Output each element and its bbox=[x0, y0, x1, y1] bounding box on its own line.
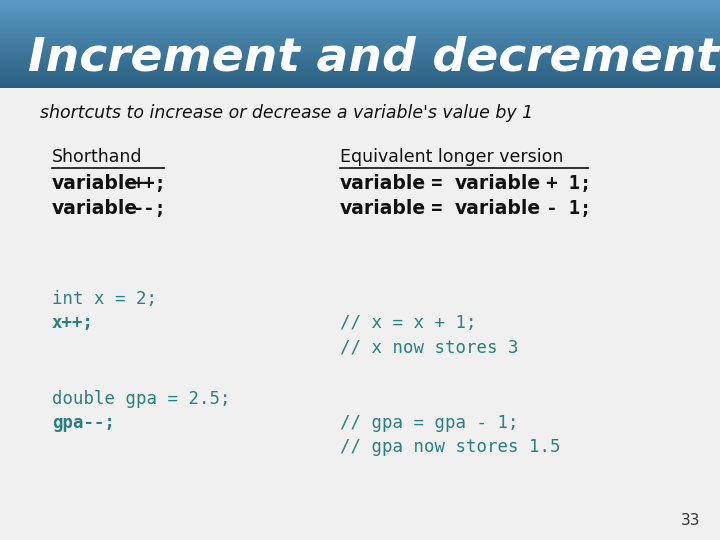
Text: =: = bbox=[420, 174, 454, 193]
Text: variable: variable bbox=[52, 199, 138, 218]
Text: variable: variable bbox=[455, 174, 541, 193]
Text: gpa--;: gpa--; bbox=[52, 414, 115, 432]
Text: x++;: x++; bbox=[52, 314, 94, 332]
Text: // gpa = gpa - 1;: // gpa = gpa - 1; bbox=[340, 414, 518, 432]
Text: variable: variable bbox=[455, 199, 541, 218]
Bar bbox=[0, 88, 720, 540]
Text: --;: --; bbox=[132, 199, 166, 218]
Text: int x = 2;: int x = 2; bbox=[52, 290, 157, 308]
Text: + 1;: + 1; bbox=[535, 174, 591, 193]
Text: Shorthand: Shorthand bbox=[52, 148, 143, 166]
Text: - 1;: - 1; bbox=[535, 199, 591, 218]
Text: variable: variable bbox=[340, 174, 426, 193]
Text: double gpa = 2.5;: double gpa = 2.5; bbox=[52, 390, 230, 408]
Text: ++;: ++; bbox=[132, 174, 166, 193]
Text: // x now stores 3: // x now stores 3 bbox=[340, 338, 518, 356]
Text: =: = bbox=[420, 199, 454, 218]
Text: Equivalent longer version: Equivalent longer version bbox=[340, 148, 563, 166]
Text: // gpa now stores 1.5: // gpa now stores 1.5 bbox=[340, 438, 560, 456]
Text: variable: variable bbox=[340, 199, 426, 218]
Text: Increment and decrement: Increment and decrement bbox=[28, 36, 719, 80]
Text: shortcuts to increase or decrease a variable's value by 1: shortcuts to increase or decrease a vari… bbox=[40, 104, 533, 122]
Text: // x = x + 1;: // x = x + 1; bbox=[340, 314, 477, 332]
Text: 33: 33 bbox=[680, 513, 700, 528]
Text: variable: variable bbox=[52, 174, 138, 193]
